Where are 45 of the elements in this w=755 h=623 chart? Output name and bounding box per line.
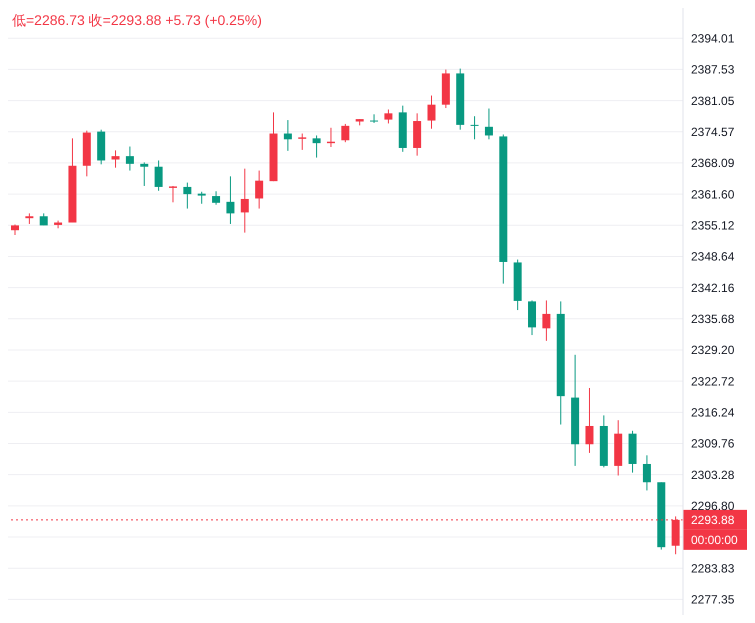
candlestick xyxy=(240,168,249,234)
chart-title: 低=2286.73 收=2293.88 +5.73 (+0.25%) xyxy=(12,12,262,30)
candlestick xyxy=(298,133,306,150)
y-tick-label: 2329.20 xyxy=(691,343,735,358)
y-tick-label: 2381.05 xyxy=(691,94,735,108)
y-tick-label: 2394.01 xyxy=(691,32,735,46)
y-tick-label: 2303.28 xyxy=(691,468,735,482)
y-tick-label: 2361.60 xyxy=(691,187,735,202)
y-tick-label: 2277.35 xyxy=(691,592,735,607)
candlestick xyxy=(326,127,335,148)
candlestick xyxy=(226,176,234,224)
candlestick xyxy=(40,212,48,226)
candlestick xyxy=(384,108,392,124)
candlestick xyxy=(183,182,192,210)
y-tick-label: 2296.80 xyxy=(691,499,735,514)
candlestick xyxy=(212,190,220,206)
candlestick xyxy=(341,123,350,143)
candlestick xyxy=(312,134,321,158)
candlestick xyxy=(126,146,134,172)
candlestick xyxy=(154,160,163,192)
y-tick-label: 2322.72 xyxy=(691,374,735,388)
candlestick xyxy=(484,108,493,140)
y-tick-label: 2387.53 xyxy=(691,62,735,77)
y-tick-label: 2355.12 xyxy=(691,218,735,233)
y-tick-label: 2374.57 xyxy=(691,125,735,140)
candlestick xyxy=(284,120,292,152)
y-tick-label: 2283.83 xyxy=(691,561,735,576)
candlestick xyxy=(642,454,651,491)
candlestick xyxy=(11,224,19,236)
y-tick-label: 2342.16 xyxy=(691,280,735,295)
candlestick xyxy=(542,300,550,342)
y-tick-label: 2316.24 xyxy=(691,406,735,420)
candlestick xyxy=(112,150,120,168)
y-tick-label: 2348.64 xyxy=(691,250,735,264)
candlestick xyxy=(255,170,264,210)
candlestick xyxy=(198,191,206,204)
ref-line-label: 2293.88 xyxy=(691,512,735,527)
y-tick-label: 2368.09 xyxy=(691,156,735,170)
candlestick xyxy=(470,116,479,140)
y-tick-label: 2309.76 xyxy=(691,436,735,451)
candlestick xyxy=(427,95,436,130)
text: 00:00:00 xyxy=(691,532,738,547)
y-tick-label: 2335.68 xyxy=(691,312,735,326)
candlestick xyxy=(585,387,594,454)
candlestick xyxy=(168,185,177,203)
